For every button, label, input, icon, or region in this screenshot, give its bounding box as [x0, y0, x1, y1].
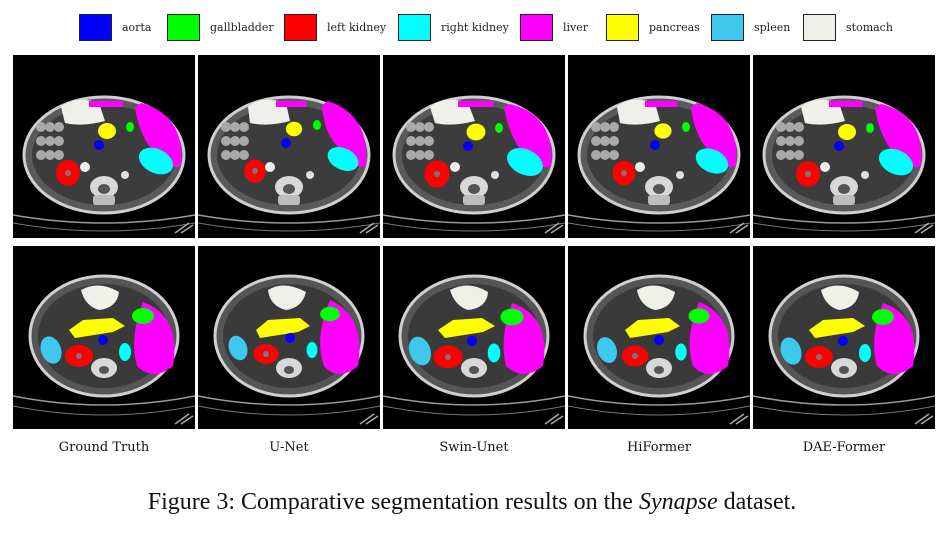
caption-suffix: dataset. — [717, 489, 797, 515]
legend-item-liver: liver — [520, 12, 588, 42]
ct-panel-row2-swin-unet — [383, 246, 565, 429]
legend-swatch-liver — [520, 13, 553, 41]
legend-label-liver: liver — [563, 20, 589, 34]
legend-item-pancreas: pancreas — [606, 12, 700, 42]
legend-item-right-kidney: right kidney — [398, 12, 509, 42]
ct-slice-row2-swin-unet-image — [383, 274, 565, 425]
ct-slice-row2-ground-truth-image — [13, 274, 195, 425]
column-label-swin-unet: Swin-Unet — [439, 440, 509, 455]
legend-label-pancreas: pancreas — [649, 20, 700, 34]
legend-item-spleen: spleen — [711, 12, 790, 42]
ct-slice-row1-ground-truth-image — [13, 95, 195, 234]
legend-item-left-kidney: left kidney — [284, 12, 386, 42]
legend-label-stomach: stomach — [846, 20, 893, 34]
ct-panel-row1-dae-former — [753, 55, 935, 238]
ct-panel-row2-unet — [198, 246, 380, 429]
ct-panel-row1-swin-unet — [383, 55, 565, 238]
ct-slice-row1-dae-former-image — [753, 95, 935, 234]
legend: aorta gallbladder left kidney right kidn… — [0, 0, 944, 48]
ct-panel-row1-unet — [198, 55, 380, 238]
ct-slice-row1-swin-unet-image — [383, 95, 565, 234]
ct-panel-row1-hiformer — [568, 55, 750, 238]
legend-item-aorta: aorta — [79, 12, 151, 42]
ct-slice-row2-hiformer-image — [568, 274, 750, 425]
legend-label-spleen: spleen — [754, 20, 791, 34]
column-label-unet: U-Net — [269, 440, 309, 455]
legend-swatch-left-kidney — [284, 13, 317, 41]
column-label-hiformer: HiFormer — [626, 440, 692, 455]
legend-swatch-spleen — [711, 13, 744, 41]
ct-slice-row2-unet-image — [198, 274, 380, 425]
legend-label-left-kidney: left kidney — [327, 20, 387, 34]
legend-swatch-right-kidney — [398, 13, 431, 41]
legend-item-stomach: stomach — [803, 12, 893, 42]
caption-prefix: Figure 3: Comparative segmentation resul… — [147, 489, 639, 515]
legend-swatch-aorta — [79, 13, 112, 41]
column-label-ground-truth: Ground Truth — [58, 440, 150, 455]
column-label-dae-former: DAE-Former — [802, 440, 886, 455]
ct-slice-row1-unet-image — [198, 95, 380, 234]
legend-label-gallbladder: gallbladder — [210, 20, 274, 34]
legend-swatch-gallbladder — [167, 13, 200, 41]
caption-emphasis: Synapse — [638, 489, 718, 515]
legend-swatch-stomach — [803, 13, 836, 41]
ct-panel-row2-dae-former — [753, 246, 935, 429]
ct-slice-row1-hiformer-image — [568, 95, 750, 234]
ct-panel-row2-hiformer — [568, 246, 750, 429]
legend-swatch-pancreas — [606, 13, 639, 41]
legend-label-right-kidney: right kidney — [441, 20, 509, 34]
figure-caption: Figure 3: Comparative segmentation resul… — [0, 489, 944, 516]
ct-slice-row2-dae-former-image — [753, 274, 935, 425]
ct-panel-row1-ground-truth — [13, 55, 195, 238]
legend-item-gallbladder: gallbladder — [167, 12, 274, 42]
legend-label-aorta: aorta — [122, 20, 152, 34]
ct-panel-row2-ground-truth — [13, 246, 195, 429]
